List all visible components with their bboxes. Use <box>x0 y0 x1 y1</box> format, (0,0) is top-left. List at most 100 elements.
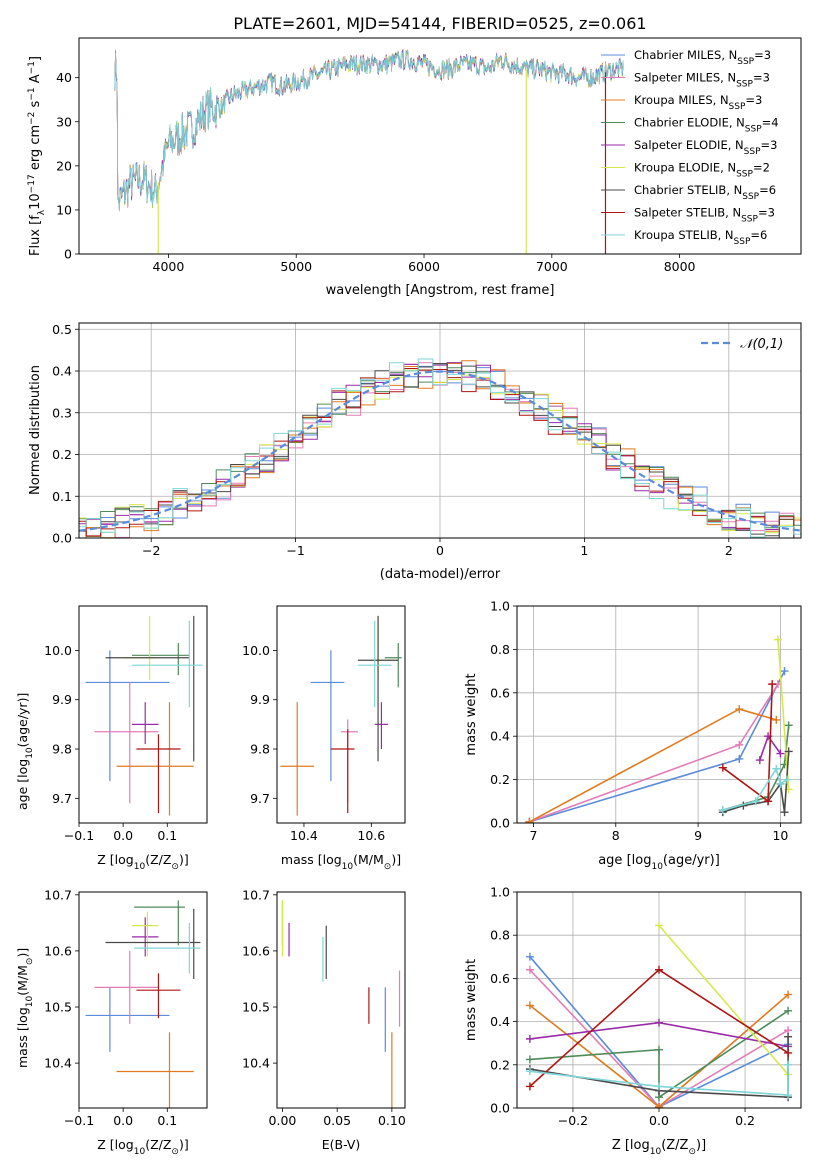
y-tick-label: 9.9 <box>52 692 72 707</box>
legend-label-normal: 𝒩(0,1) <box>740 337 783 352</box>
x-tick-label: 8 <box>612 828 620 843</box>
series-marker-kroupa_stelib <box>655 1082 663 1091</box>
series-marker-kroupa_stelib <box>784 1060 793 1069</box>
x-tick-label: 8000 <box>664 259 696 274</box>
x-axis-label: age [log10(age/yr)] <box>598 853 720 872</box>
x-tick-label: 6000 <box>408 259 440 274</box>
series-marker-kroupa_miles <box>525 1001 534 1010</box>
legend-label-salpeter_stelib: Salpeter STELIB, NSSP=3 <box>634 206 775 225</box>
y-tick-label: 9.8 <box>250 742 270 757</box>
series-line-chabrier_stelib <box>722 751 790 813</box>
y-tick-label: 0.5 <box>52 322 72 337</box>
y-axis-label: mass [log10(M/M⊙)] <box>15 948 35 1068</box>
y-tick-label: 10.4 <box>242 1056 270 1071</box>
y-tick-label: 10.0 <box>242 643 270 658</box>
y-tick-label: 10 <box>56 202 72 217</box>
y-tick-label: 0.0 <box>52 531 72 546</box>
x-tick-label: 0.10 <box>378 1113 406 1128</box>
x-tick-label: 0.1 <box>157 1113 177 1128</box>
x-tick-label: 0.0 <box>113 828 133 843</box>
legend-label-kroupa_stelib: Kroupa STELIB, NSSP=6 <box>634 228 767 247</box>
legend-label-salpeter_elodie: Salpeter ELODIE, NSSP=3 <box>634 138 777 157</box>
y-tick-label: 30 <box>56 114 72 129</box>
figure-title: PLATE=2601, MJD=54144, FIBERID=0525, z=0… <box>233 14 646 33</box>
y-tick-label: 0.4 <box>490 729 510 744</box>
plot-area <box>85 900 201 1108</box>
legend-label-salpeter_miles: Salpeter MILES, NSSP=3 <box>634 71 770 90</box>
series-marker-salpeter_miles <box>525 965 534 974</box>
y-tick-label: 0.2 <box>490 1057 510 1072</box>
series-marker-kroupa_miles <box>525 817 534 823</box>
y-tick-label: 0.3 <box>52 405 72 420</box>
series-marker-salpeter_elodie <box>776 749 785 758</box>
axes-frame <box>276 605 406 824</box>
y-tick-label: 20 <box>56 158 72 173</box>
x-tick-label: 10 <box>772 828 788 843</box>
series-marker-kroupa_stelib <box>784 1091 793 1100</box>
plot-area <box>281 900 401 1108</box>
normal-reference-curve <box>79 370 801 532</box>
y-tick-label: 0 <box>64 247 72 262</box>
y-axis-label: mass weight <box>464 673 479 755</box>
x-tick-label: 0.1 <box>157 828 177 843</box>
y-tick-label: 0.8 <box>490 642 510 657</box>
y-tick-label: 0.0 <box>490 816 510 831</box>
y-tick-label: 0.6 <box>490 685 510 700</box>
axes-frame <box>78 605 208 824</box>
y-tick-label: 10.4 <box>44 1056 72 1071</box>
series-marker-kroupa_elodie <box>773 635 782 644</box>
axes-frame <box>516 605 802 824</box>
x-tick-label: 7000 <box>536 259 568 274</box>
series-marker-chabrier_stelib <box>784 747 793 756</box>
x-tick-label: −2 <box>142 543 160 558</box>
y-tick-label: 9.7 <box>52 791 72 806</box>
y-tick-label: 0.6 <box>490 971 510 986</box>
y-tick-label: 9.8 <box>52 742 72 757</box>
x-axis-label: Z [log10(Z/Z⊙)] <box>612 1138 706 1157</box>
x-tick-label: −0.1 <box>64 1113 94 1128</box>
series-line-kroupa_elodie <box>777 639 790 790</box>
legend-label-chabrier_elodie: Chabrier ELODIE, NSSP=4 <box>634 116 779 135</box>
spectrum-line-kroupa_stelib <box>114 50 624 212</box>
series-line-chabrier_miles <box>529 670 786 823</box>
plot-area <box>79 323 801 538</box>
y-axis-label: Flux [fλ10−17 erg cm−2 s−1 A−1] <box>27 56 47 256</box>
y-tick-label: 9.7 <box>250 791 270 806</box>
series-line-kroupa_stelib <box>529 1064 789 1096</box>
histogram-kroupa_stelib <box>79 358 801 538</box>
panel-mass_weight_vs_Z: −0.2 0.0 0.2 0.0 0.2 0.4 0.6 0.8 1.0 mass weight Z… <box>464 885 802 1157</box>
series-marker-chabrier_elodie <box>655 1045 663 1054</box>
series-marker-chabrier_miles <box>525 952 534 961</box>
y-tick-label: 0.2 <box>52 447 72 462</box>
series-marker-salpeter_elodie <box>755 756 764 765</box>
x-axis-label: wavelength [Angstrom, rest frame] <box>326 283 555 298</box>
y-tick-label: 10.5 <box>44 1000 72 1015</box>
series-marker-kroupa_stelib <box>718 805 727 814</box>
x-tick-label: 0 <box>436 543 444 558</box>
series-marker-chabrier_elodie <box>784 721 793 730</box>
series-marker-kroupa_stelib <box>783 775 792 784</box>
axes-frame <box>516 891 802 1109</box>
x-tick-label: 10.4 <box>290 828 318 843</box>
x-tick-label: −1 <box>286 543 304 558</box>
y-tick-label: 1.0 <box>490 885 510 900</box>
panel-mass_vs_ebv: 0.00 0.05 0.10 10.4 10.5 10.6 10.7 E(B-V) <box>242 887 406 1152</box>
x-axis-label: Z [log10(Z/Z⊙)] <box>97 1137 188 1157</box>
panel-age_vs_Z: −0.1 0.0 0.1 9.7 9.8 9.9 10.0 Z [log10(Z/Z⊙)] ag… <box>15 605 208 872</box>
x-tick-label: 0.00 <box>269 1113 297 1128</box>
y-tick-label: 9.9 <box>250 692 270 707</box>
series-marker-kroupa_elodie <box>655 921 663 930</box>
y-axis-label: mass weight <box>464 959 479 1041</box>
x-tick-label: 0.05 <box>323 1113 351 1128</box>
x-tick-label: 7 <box>529 828 537 843</box>
series-marker-kroupa_miles <box>735 705 744 714</box>
y-axis-label: Normed distribution <box>28 365 43 495</box>
series-marker-chabrier_elodie <box>784 1006 793 1015</box>
series-line-kroupa_elodie <box>658 924 789 1076</box>
panel-age_vs_mass: 10.4 10.6 9.7 9.8 9.9 10.0 mass [log10(M/M⊙)] <box>242 605 406 872</box>
y-tick-label: 10.0 <box>44 643 72 658</box>
series-marker-salpeter_stelib <box>655 965 663 974</box>
y-tick-label: 10.6 <box>44 943 72 958</box>
y-tick-label: 10.6 <box>242 943 270 958</box>
